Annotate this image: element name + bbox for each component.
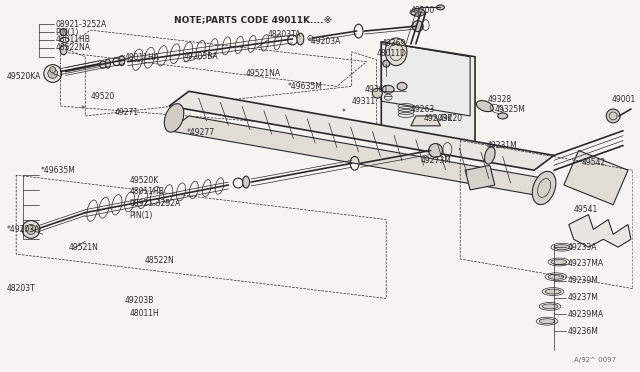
- Text: 49233A: 49233A: [568, 243, 597, 252]
- Ellipse shape: [22, 221, 40, 238]
- Text: 48522N: 48522N: [145, 256, 174, 266]
- Text: *49635M: *49635M: [287, 82, 323, 91]
- Text: A/92^ 0097: A/92^ 0097: [573, 357, 616, 363]
- Polygon shape: [381, 42, 475, 145]
- Ellipse shape: [385, 38, 407, 65]
- Ellipse shape: [542, 304, 558, 309]
- Text: 49237M: 49237M: [568, 293, 598, 302]
- Polygon shape: [564, 151, 628, 205]
- Text: 49231M: 49231M: [487, 141, 518, 150]
- Text: 49328: 49328: [488, 94, 512, 104]
- Text: 49239M: 49239M: [568, 276, 598, 285]
- Ellipse shape: [476, 100, 493, 112]
- Text: 49203BA: 49203BA: [184, 52, 219, 61]
- Text: PIN(1): PIN(1): [130, 211, 153, 220]
- Ellipse shape: [44, 65, 61, 82]
- Polygon shape: [169, 91, 554, 170]
- Text: 48011D: 48011D: [376, 49, 406, 58]
- Text: 48011H: 48011H: [130, 309, 159, 318]
- Text: 48203TA: 48203TA: [268, 29, 301, 39]
- Ellipse shape: [545, 289, 561, 294]
- Text: 49521N: 49521N: [68, 243, 99, 252]
- Ellipse shape: [382, 85, 394, 93]
- Text: 49369: 49369: [381, 39, 406, 48]
- Text: 49521NA: 49521NA: [246, 69, 281, 78]
- Text: 49236M: 49236M: [568, 327, 598, 336]
- Ellipse shape: [429, 144, 442, 157]
- Ellipse shape: [243, 176, 250, 188]
- Text: 49203B: 49203B: [125, 296, 154, 305]
- Text: 49520K: 49520K: [130, 176, 159, 185]
- Ellipse shape: [60, 45, 67, 55]
- Ellipse shape: [554, 245, 570, 250]
- Text: 49271: 49271: [115, 109, 139, 118]
- Text: 08921-3252A: 08921-3252A: [130, 199, 181, 208]
- Ellipse shape: [539, 319, 555, 324]
- Text: *49203A: *49203A: [307, 38, 340, 46]
- Polygon shape: [169, 116, 554, 195]
- Text: 49311: 49311: [352, 97, 376, 106]
- Ellipse shape: [532, 171, 556, 205]
- Text: 49200: 49200: [411, 6, 435, 15]
- Ellipse shape: [411, 9, 425, 16]
- Ellipse shape: [436, 5, 444, 10]
- Ellipse shape: [372, 88, 382, 98]
- Text: 49273M: 49273M: [420, 156, 452, 165]
- Ellipse shape: [50, 67, 56, 73]
- Text: *: *: [342, 109, 346, 118]
- Text: 48011HA: 48011HA: [125, 53, 160, 62]
- Ellipse shape: [60, 29, 67, 35]
- Text: 49361: 49361: [365, 85, 388, 94]
- Text: 49220: 49220: [438, 115, 463, 124]
- Text: 49520: 49520: [90, 92, 115, 101]
- Text: *49203A: *49203A: [6, 225, 40, 234]
- Ellipse shape: [606, 109, 620, 123]
- Ellipse shape: [100, 61, 106, 68]
- Text: 48011HB: 48011HB: [130, 187, 164, 196]
- Text: NOTE;PARTS CODE 49011K....※: NOTE;PARTS CODE 49011K....※: [174, 15, 332, 24]
- Text: 49203K: 49203K: [424, 115, 453, 124]
- Ellipse shape: [297, 33, 304, 45]
- Ellipse shape: [26, 224, 36, 234]
- Text: 49325M: 49325M: [495, 105, 525, 113]
- Ellipse shape: [106, 59, 111, 68]
- Text: 49263: 49263: [411, 105, 435, 113]
- Text: 48011HB: 48011HB: [56, 35, 90, 45]
- Text: 48522NA: 48522NA: [56, 44, 91, 52]
- Text: *49635M: *49635M: [41, 166, 76, 175]
- Polygon shape: [569, 215, 631, 247]
- Ellipse shape: [551, 260, 567, 264]
- Text: PIN(1): PIN(1): [56, 28, 79, 36]
- Ellipse shape: [48, 68, 58, 78]
- Ellipse shape: [498, 113, 508, 119]
- Text: 49001: 49001: [611, 94, 636, 104]
- Text: 49541: 49541: [573, 205, 598, 214]
- Text: 49237MA: 49237MA: [568, 259, 604, 269]
- Ellipse shape: [383, 60, 390, 67]
- Text: 49239MA: 49239MA: [568, 310, 604, 319]
- Ellipse shape: [119, 56, 125, 65]
- Text: *: *: [81, 105, 84, 113]
- Text: *49277: *49277: [187, 128, 215, 137]
- Text: 49520KA: 49520KA: [6, 72, 41, 81]
- Ellipse shape: [164, 104, 184, 132]
- Ellipse shape: [412, 21, 423, 32]
- Text: 08921-3252A: 08921-3252A: [56, 20, 107, 29]
- Text: 49542: 49542: [582, 158, 606, 167]
- Text: 48203T: 48203T: [6, 284, 35, 293]
- Ellipse shape: [397, 82, 407, 90]
- Ellipse shape: [484, 147, 495, 164]
- Ellipse shape: [548, 274, 564, 279]
- Polygon shape: [465, 165, 495, 190]
- Polygon shape: [411, 116, 440, 126]
